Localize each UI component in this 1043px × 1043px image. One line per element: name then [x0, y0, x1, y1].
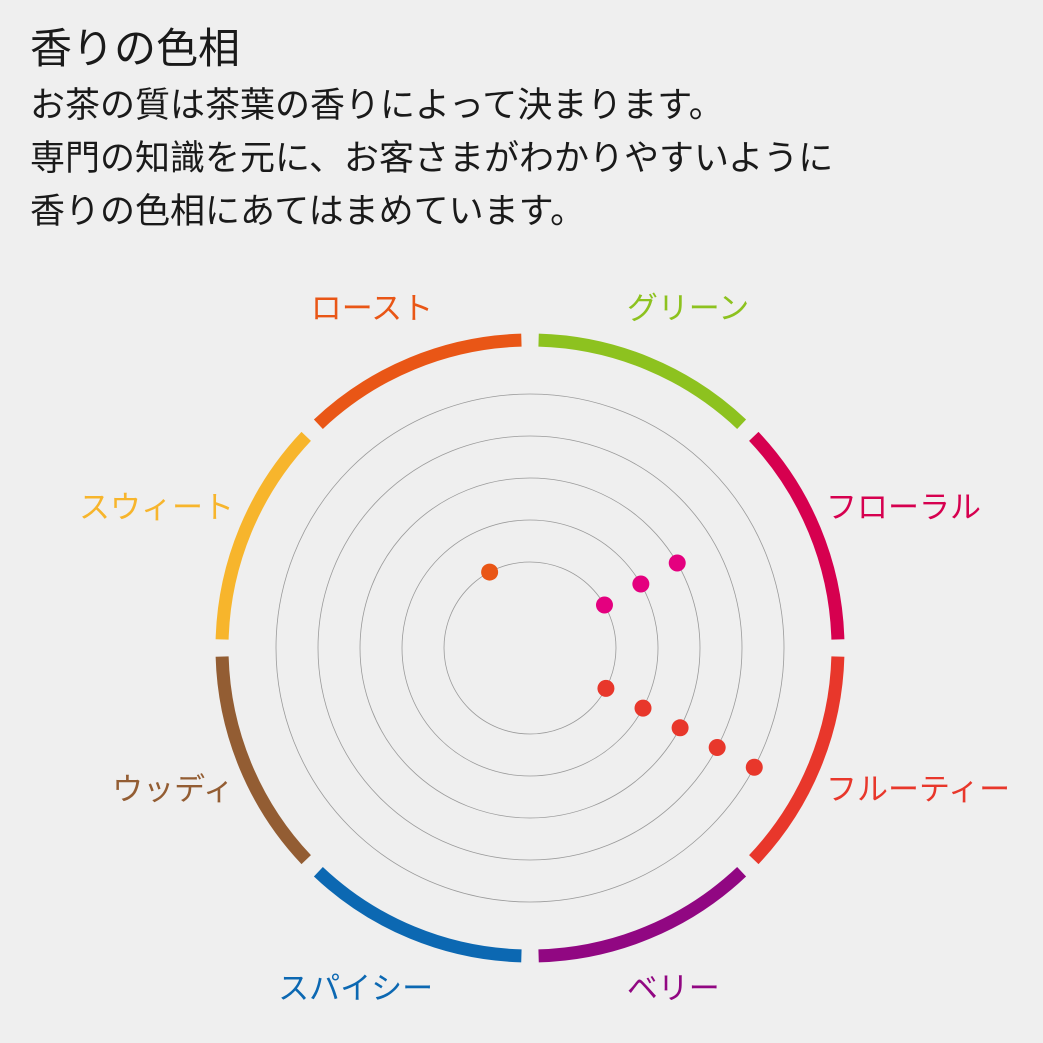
segment-7-label: スウィート	[79, 490, 234, 526]
dot-3-level-4	[708, 739, 726, 757]
header: 香りの色相 お茶の質は茶葉の香りによって決まります。 専門の知識を元に、お客さま…	[30, 18, 1020, 239]
ring-4	[317, 435, 743, 861]
dot-2-level-3	[668, 554, 686, 572]
ring-5	[275, 393, 785, 903]
page-title: 香りの色相	[30, 24, 241, 73]
dot-2-level-2	[632, 575, 650, 593]
segment-6-label: ウッディ	[112, 772, 234, 808]
segment-3-arc	[749, 656, 845, 865]
segment-4-arc	[538, 867, 747, 963]
segment-1-label: グリーン	[627, 291, 749, 327]
segment-5-arc	[313, 867, 522, 963]
segment-6-arc	[215, 656, 311, 865]
ring-2	[401, 519, 659, 777]
dot-3-level-2	[634, 699, 652, 717]
aroma-dots	[481, 554, 763, 776]
segment-5-label: スパイシー	[278, 971, 433, 1007]
dot-3-level-5	[745, 758, 763, 776]
segment-3-label: フルーティー	[826, 772, 1010, 808]
segment-7-arc	[215, 431, 311, 640]
segment-8-label: ロースト	[311, 291, 433, 327]
hue-segments	[215, 333, 845, 963]
ring-3	[359, 477, 701, 819]
dot-8-level-1	[481, 563, 499, 581]
segment-8-arc	[313, 333, 522, 429]
dot-3-level-1	[597, 679, 615, 697]
description-line-1: お茶の質は茶葉の香りによって決まります。	[30, 86, 724, 126]
concentric-rings	[275, 393, 785, 903]
ring-1	[443, 561, 617, 735]
dot-2-level-1	[595, 596, 613, 614]
segment-4-label: ベリー	[627, 971, 720, 1007]
segment-1-arc	[538, 333, 747, 429]
segment-2-arc	[749, 431, 845, 640]
segment-2-label: フローラル	[826, 490, 981, 526]
dot-3-level-3	[671, 719, 689, 737]
description-line-2: 専門の知識を元に、お客さまがわかりやすいように	[30, 139, 834, 179]
description-line-3: 香りの色相にあてはまめています。	[30, 192, 586, 232]
